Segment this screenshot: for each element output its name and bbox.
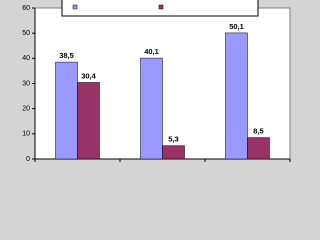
bar xyxy=(247,137,270,160)
bar xyxy=(55,61,78,160)
data-label: 40,1 xyxy=(144,47,159,56)
legend-marker xyxy=(72,4,78,10)
y-tick-label: 60 xyxy=(22,5,30,12)
y-tick-label: 50 xyxy=(22,30,30,37)
y-tick-label: 10 xyxy=(22,131,30,138)
y-tick-label: 0 xyxy=(26,156,30,163)
legend-marker xyxy=(158,4,164,10)
bar xyxy=(140,57,163,160)
bar xyxy=(225,32,248,160)
y-tick-label: 40 xyxy=(22,55,30,62)
bar xyxy=(162,145,185,160)
bar xyxy=(77,82,100,160)
y-tick-label: 20 xyxy=(22,106,30,113)
data-label: 8,5 xyxy=(253,127,263,136)
y-tick-label: 30 xyxy=(22,80,30,87)
data-label: 30,4 xyxy=(81,71,96,80)
chart: 0 10 20 30 40 50 60 38,5 40,1 50,1 30,4 5,3 8,5 xyxy=(22,0,291,163)
data-label: 38,5 xyxy=(59,51,74,60)
data-label: 50,1 xyxy=(229,22,244,31)
data-label: 5,3 xyxy=(168,135,178,144)
